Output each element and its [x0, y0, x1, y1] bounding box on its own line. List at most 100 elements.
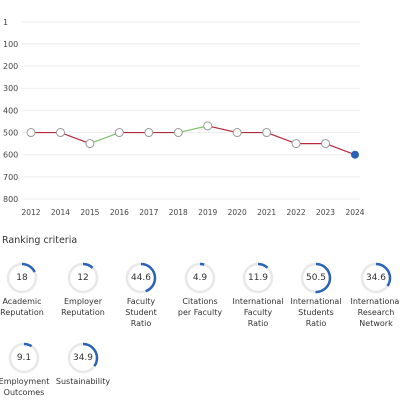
y-tick-label: 300	[3, 84, 18, 93]
criterion-item: 34.9 Sustainability	[52, 342, 114, 387]
criterion-value: 34.9	[72, 353, 94, 363]
data-point	[114, 128, 124, 138]
criterion-label-line: per Faculty	[177, 308, 223, 317]
criterion-gauge: 12	[67, 262, 99, 294]
criterion-label: International Students Ratio	[285, 296, 347, 329]
series-segment	[266, 131, 297, 145]
criterion-label-line: Reputation	[0, 308, 44, 317]
gauge-fill	[242, 262, 274, 294]
criterion-label-line: Faculty	[243, 308, 273, 317]
x-tick-label: 2019	[198, 208, 217, 217]
criterion-value: 11.9	[247, 273, 269, 283]
criterion-label-line: Ratio	[247, 319, 269, 328]
criterion-label-line: International	[350, 297, 400, 306]
criterion-label-line: Student	[125, 308, 157, 317]
criterion-label: International Research Network	[345, 296, 400, 329]
x-tick-label: 2024	[345, 208, 364, 217]
series-segment	[89, 131, 120, 145]
gauge-ring	[242, 262, 274, 294]
criterion-label-line: Network	[359, 319, 393, 328]
criterion-item: 44.6 Faculty Student Ratio	[110, 262, 172, 329]
y-tick-label: 800	[3, 195, 18, 204]
criterion-label-line: Ratio	[130, 319, 152, 328]
gauge-ring	[8, 342, 40, 374]
series-segment	[325, 143, 356, 156]
criterion-label: Employer Reputation	[52, 296, 114, 318]
gauge-ring	[67, 342, 99, 374]
criterion-label-line: Sustainability	[55, 377, 111, 386]
criterion-value: 9.1	[16, 353, 32, 363]
criterion-label-line: International	[232, 297, 284, 306]
x-tick-label: 2020	[228, 208, 247, 217]
criterion-item: 12 Employer Reputation	[52, 262, 114, 318]
gauge-ring	[300, 262, 332, 294]
criterion-label: Employment Outcomes	[0, 376, 55, 398]
gauge-ring	[184, 262, 216, 294]
criterion-gauge: 34.6	[360, 262, 392, 294]
y-tick-label: 200	[3, 62, 18, 71]
x-tick-label: 2012	[21, 208, 40, 217]
criterion-gauge: 9.1	[8, 342, 40, 374]
x-tick-label: 2015	[80, 208, 99, 217]
gauge-fill	[67, 262, 99, 294]
data-point	[203, 121, 213, 131]
gauge-fill	[300, 262, 332, 294]
criterion-item: 9.1 Employment Outcomes	[0, 342, 55, 398]
data-point	[291, 139, 301, 149]
x-tick-label: 2022	[287, 208, 306, 217]
data-point	[144, 128, 154, 138]
criterion-item: 34.6 International Research Network	[345, 262, 400, 329]
criterion-item: 18 Academic Reputation	[0, 262, 53, 318]
criterion-label-line: Research	[357, 308, 395, 317]
x-tick-label: 2021	[257, 208, 276, 217]
criterion-value: 4.9	[192, 273, 208, 283]
gauge-fill	[8, 342, 40, 374]
criterion-label-line: International	[290, 297, 342, 306]
criterion-gauge: 50.5	[300, 262, 332, 294]
x-tick-label: 2014	[51, 208, 70, 217]
gauge-fill	[125, 262, 157, 294]
criterion-label-line: Academic	[2, 297, 42, 306]
x-tick-label: 2023	[316, 208, 335, 217]
series-segment	[178, 125, 208, 134]
data-point	[26, 128, 36, 138]
criterion-gauge: 34.9	[67, 342, 99, 374]
criterion-label-line: Ratio	[305, 319, 327, 328]
series-segment	[60, 131, 91, 145]
criterion-label: Citations per Faculty	[169, 296, 231, 318]
criterion-label-line: Citations	[182, 297, 218, 306]
gauge-ring	[125, 262, 157, 294]
criterion-gauge: 4.9	[184, 262, 216, 294]
criterion-gauge: 18	[6, 262, 38, 294]
criterion-value: 50.5	[305, 273, 327, 283]
x-tick-label: 2017	[139, 208, 158, 217]
criterion-value: 44.6	[130, 273, 152, 283]
criterion-label: International Faculty Ratio	[227, 296, 289, 329]
criterion-value: 34.6	[365, 273, 387, 283]
y-tick-label: 500	[3, 129, 18, 138]
criterion-item: 4.9 Citations per Faculty	[169, 262, 231, 318]
criterion-label-line: Outcomes	[3, 388, 45, 397]
series-segment	[207, 125, 238, 134]
data-point	[232, 128, 242, 138]
gauge-ring	[6, 262, 38, 294]
y-tick-label: 400	[3, 106, 18, 115]
data-point	[85, 139, 95, 149]
gauge-fill	[6, 262, 38, 294]
criterion-label-line: Employment	[0, 377, 50, 386]
criterion-label: Faculty Student Ratio	[110, 296, 172, 329]
y-tick-label: 700	[3, 173, 18, 182]
y-tick-label: 600	[3, 151, 18, 160]
criterion-label-line: Students	[298, 308, 334, 317]
criterion-label-line: Reputation	[61, 308, 105, 317]
x-tick-label: 2018	[169, 208, 188, 217]
data-point	[262, 128, 272, 138]
y-tick-label: 1	[3, 18, 8, 27]
criteria-heading: Ranking criteria	[2, 235, 78, 246]
data-point	[55, 128, 65, 138]
criterion-value: 18	[16, 273, 28, 283]
gauge-fill	[184, 262, 216, 294]
gauge-ring	[360, 262, 392, 294]
gauge-ring	[67, 262, 99, 294]
